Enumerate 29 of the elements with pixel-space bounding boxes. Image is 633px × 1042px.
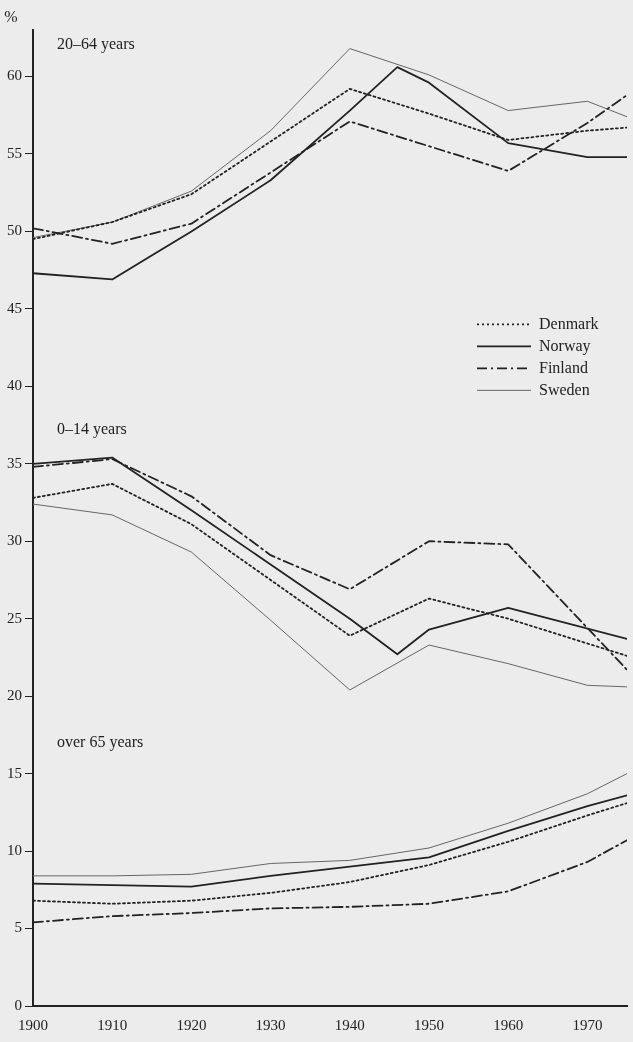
y-tick-label: 15 (7, 764, 22, 781)
y-tick-label: 10 (7, 842, 22, 859)
y-tick-label: 20 (7, 687, 22, 704)
y-tick-label: 30 (7, 532, 22, 549)
annotation: 20–64 years (57, 34, 135, 53)
y-tick-label: 0 (14, 996, 22, 1013)
legend-label: Finland (539, 358, 588, 376)
y-axis-title: % (4, 8, 18, 26)
y-tick-label: 25 (7, 609, 22, 626)
x-tick-label: 1920 (176, 1016, 207, 1033)
x-tick-label: 1970 (572, 1016, 603, 1033)
x-tick-label: 1910 (97, 1016, 128, 1033)
y-tick-label: 50 (7, 222, 22, 239)
legend-label: Denmark (539, 314, 599, 332)
legend-label: Sweden (539, 380, 590, 398)
x-tick-label: 1930 (255, 1016, 286, 1033)
annotation: 0–14 years (57, 420, 127, 439)
y-tick-label: 5 (14, 919, 22, 936)
x-tick-label: 1900 (18, 1016, 48, 1033)
y-tick-label: 35 (7, 454, 22, 471)
y-tick-label: 45 (7, 299, 22, 316)
x-tick-label: 1950 (414, 1016, 444, 1033)
annotation: over 65 years (57, 732, 144, 751)
x-tick-label: 1960 (493, 1016, 524, 1033)
y-tick-label: 55 (7, 144, 22, 161)
y-tick-label: 40 (7, 377, 22, 394)
legend-label: Norway (539, 336, 591, 355)
y-tick-label: 60 (7, 67, 22, 84)
x-tick-label: 1940 (334, 1016, 365, 1033)
